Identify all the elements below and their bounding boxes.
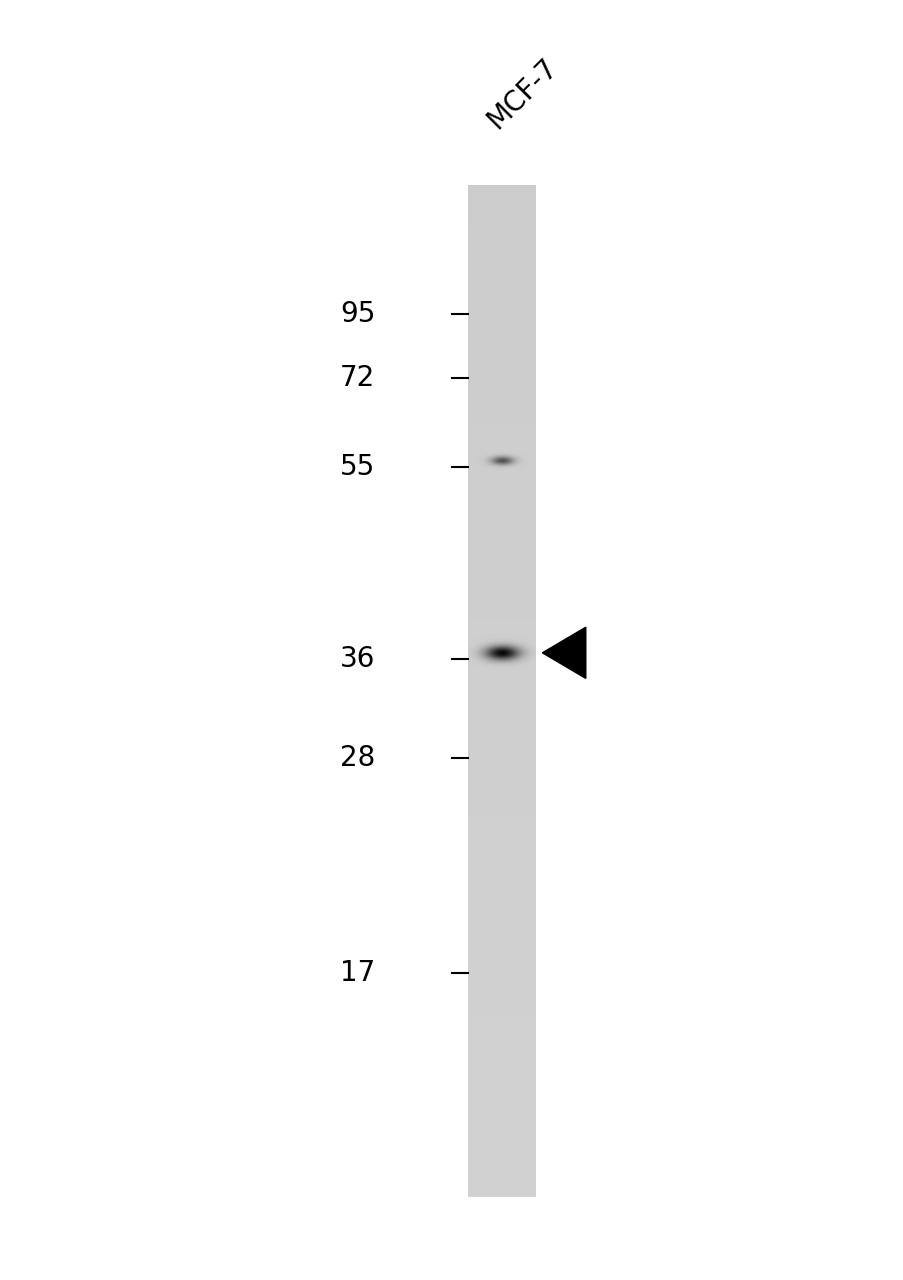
Text: 55: 55	[340, 453, 375, 481]
Text: MCF-7: MCF-7	[481, 52, 563, 134]
Text: 72: 72	[340, 364, 375, 392]
Text: 17: 17	[340, 959, 375, 987]
Text: 95: 95	[340, 300, 375, 328]
Text: 28: 28	[340, 744, 375, 772]
Text: 36: 36	[340, 645, 375, 673]
Polygon shape	[542, 627, 585, 678]
